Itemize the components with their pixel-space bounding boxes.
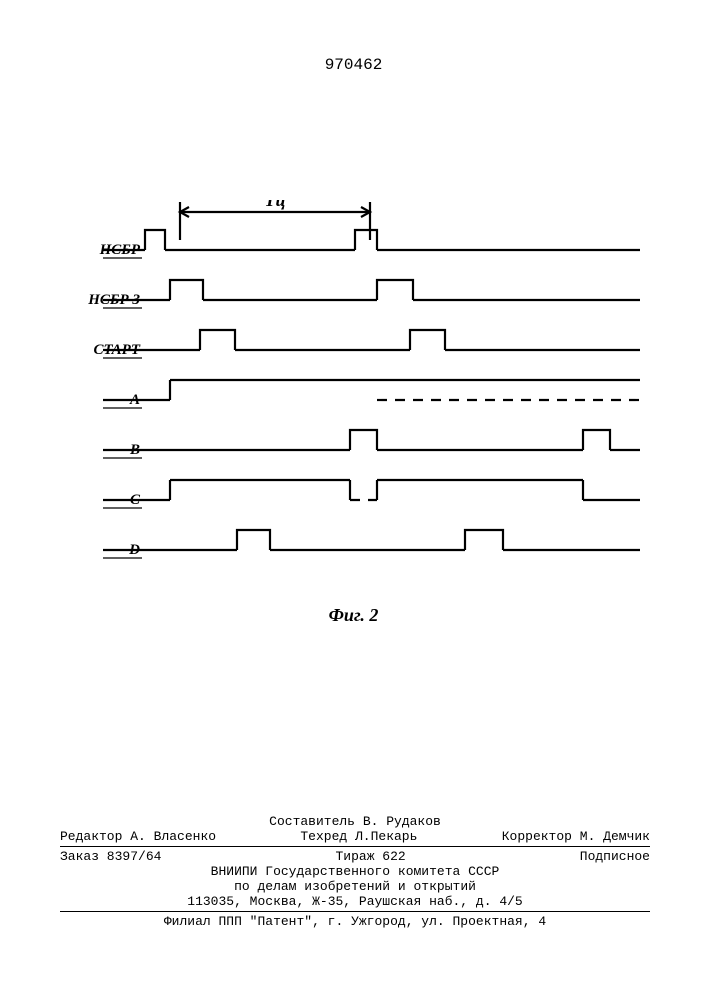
techred-label: Техред [300, 829, 347, 844]
editor-label: Редактор [60, 829, 122, 844]
svg-text:Тц: Тц [264, 200, 285, 210]
figure-caption: Фиг. 2 [0, 605, 707, 626]
address: 113035, Москва, Ж-35, Раушская наб., д. … [60, 894, 650, 909]
print-run: Тираж 622 [335, 849, 405, 864]
subscription: Подписное [580, 849, 650, 864]
composer-name: В. Рудаков [363, 814, 441, 829]
editor-name: А. Власенко [130, 829, 216, 844]
corrector-label: Корректор [502, 829, 572, 844]
document-number: 970462 [0, 56, 707, 74]
techred-name: Л.Пекарь [355, 829, 417, 844]
timing-diagram: ТцНСБРНСБР ЗСТАРТАВСD [85, 200, 640, 600]
footer-block: Составитель В. Рудаков Редактор А. Власе… [60, 814, 650, 929]
org-line-1: ВНИИПИ Государственного комитета СССР [60, 864, 650, 879]
order-number: Заказ 8397/64 [60, 849, 161, 864]
org-line-2: по делам изобретений и открытий [60, 879, 650, 894]
composer-label: Составитель [269, 814, 355, 829]
corrector-name: М. Демчик [580, 829, 650, 844]
branch: Филиал ППП "Патент", г. Ужгород, ул. Про… [60, 914, 650, 929]
